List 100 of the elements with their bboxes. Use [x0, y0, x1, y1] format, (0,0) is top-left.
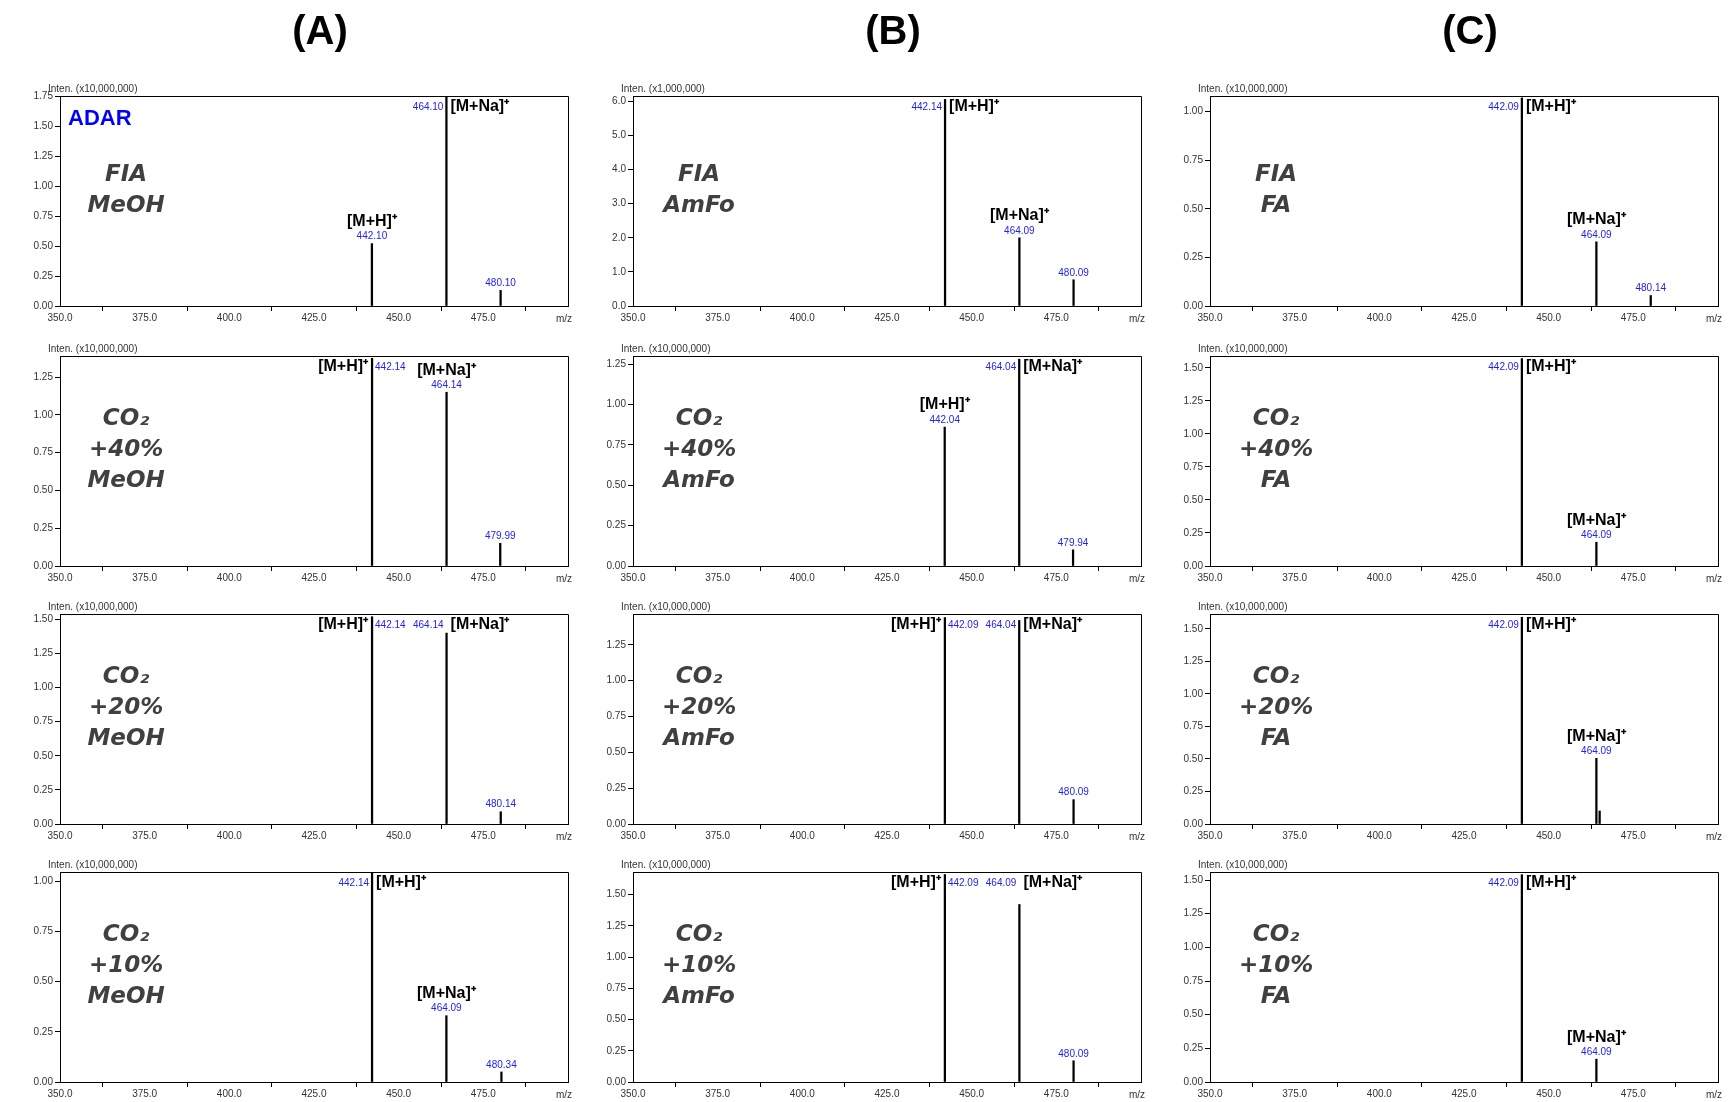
annotation: CO₂ +10% AmFo: [661, 920, 737, 1009]
annotation: [M+Na]⁺: [1566, 510, 1627, 528]
annotation: [M+H]⁺: [1525, 97, 1577, 115]
y-tick-label: 0.75: [606, 982, 627, 993]
y-tick-label: 0.25: [1183, 1042, 1204, 1054]
x-tick-label: 350.0: [1197, 571, 1223, 583]
annotation: CO₂ +20% MeOH: [87, 662, 165, 751]
x-tick-label: 350.0: [620, 571, 646, 583]
x-tick-label: 425.0: [1451, 571, 1477, 583]
annotation: 442.09: [1488, 876, 1520, 888]
y-tick-label: 0.75: [33, 209, 54, 221]
y-tick-label: 0.50: [1183, 1008, 1204, 1020]
y-tick-label: 0.75: [1183, 460, 1204, 472]
y-tick-label: 0.00: [1183, 1075, 1204, 1087]
x-tick-label: 425.0: [301, 571, 327, 583]
y-tick-label: 0.25: [33, 1025, 54, 1037]
y-tick-label: 2.0: [612, 231, 627, 243]
y-tick-label: 1.00: [33, 874, 54, 886]
x-tick-label: 425.0: [1451, 829, 1477, 841]
x-tick-label: 400.0: [1366, 311, 1393, 323]
x-tick-label: 375.0: [705, 311, 731, 323]
y-tick-label: 1.25: [1183, 394, 1204, 406]
x-tick-label: 475.0: [1620, 311, 1647, 323]
x-tick-label: 475.0: [470, 1087, 497, 1099]
x-tick-label: 350.0: [620, 311, 646, 323]
annotation: 464.09: [985, 876, 1017, 888]
y-tick-label: 6.0: [612, 95, 627, 107]
annotation: 464.04: [985, 618, 1017, 630]
y-axis-title: Inten. (x10,000,000): [48, 82, 138, 94]
annotation: 442.09: [947, 876, 979, 888]
x-tick-label: 425.0: [874, 311, 900, 323]
y-tick-label: 4.0: [612, 163, 627, 175]
y-axis-title: Inten. (x10,000,000): [621, 858, 711, 870]
x-tick-label: 425.0: [874, 829, 900, 841]
annotation: 464.10: [412, 100, 444, 112]
y-tick-label: 0.50: [606, 478, 627, 490]
chart-title: (A): [291, 8, 349, 53]
annotation: 464.14: [431, 379, 463, 391]
annotation: 442.14: [911, 100, 943, 112]
y-tick-label: 1.50: [33, 119, 54, 131]
y-tick-label: 1.00: [606, 674, 627, 686]
annotation: [M+H]⁺: [346, 212, 398, 230]
chart-title: (B): [864, 8, 922, 53]
x-axis-title: m/z: [555, 572, 572, 584]
annotation: [M+H]⁺: [890, 873, 942, 891]
x-tick-label: 425.0: [301, 1087, 327, 1099]
y-tick-label: 5.0: [612, 129, 627, 141]
y-axis-title: Inten. (x10,000,000): [1198, 858, 1288, 870]
y-tick-label: 0.25: [606, 519, 627, 531]
x-axis-title: m/z: [1705, 830, 1722, 842]
annotation: 442.09: [947, 618, 979, 630]
x-axis-title: m/z: [1705, 312, 1722, 324]
annotation: [M+Na]⁺: [450, 97, 511, 115]
y-tick-label: 1.0: [612, 265, 627, 277]
y-tick-label: 0.25: [1183, 785, 1204, 797]
annotation: [M+H]⁺: [1525, 873, 1577, 891]
x-tick-label: 475.0: [470, 829, 497, 841]
annotation: CO₂ +10% FA: [1238, 920, 1314, 1009]
y-tick-label: 1.00: [33, 179, 54, 191]
x-tick-label: 375.0: [1282, 311, 1308, 323]
x-tick-label: 450.0: [1536, 311, 1562, 323]
x-tick-label: 350.0: [1197, 1087, 1223, 1099]
annotation: 464.14: [412, 618, 444, 630]
annotation: [M+H]⁺: [890, 615, 942, 633]
x-tick-label: 475.0: [1620, 1087, 1647, 1099]
y-tick-label: 1.25: [1183, 655, 1204, 667]
x-tick-label: 450.0: [386, 311, 412, 323]
y-tick-label: 0.00: [1183, 817, 1204, 829]
y-tick-label: 0.75: [1183, 720, 1204, 732]
y-tick-label: 0.25: [606, 781, 627, 793]
x-tick-label: 450.0: [386, 571, 412, 583]
y-tick-label: 0.25: [1183, 251, 1204, 263]
y-tick-label: 0.50: [33, 239, 54, 251]
x-tick-label: 350.0: [47, 829, 73, 841]
x-tick-label: 400.0: [789, 311, 816, 323]
y-tick-label: 0.50: [33, 484, 54, 496]
x-axis-title: m/z: [555, 830, 572, 842]
x-tick-label: 375.0: [132, 571, 158, 583]
y-tick-label: 0.75: [33, 446, 54, 458]
x-tick-label: 375.0: [705, 829, 731, 841]
y-tick-label: 1.00: [606, 398, 627, 410]
x-tick-label: 425.0: [301, 311, 327, 323]
y-tick-label: 0.00: [33, 559, 54, 571]
x-tick-label: 425.0: [301, 829, 327, 841]
x-tick-label: 450.0: [1536, 1087, 1562, 1099]
x-tick-label: 450.0: [959, 571, 985, 583]
annotation: 479.99: [484, 530, 516, 542]
y-tick-label: 0.25: [33, 521, 54, 533]
y-tick-label: 0.00: [606, 1075, 627, 1087]
x-tick-label: 450.0: [1536, 829, 1562, 841]
y-tick-label: 1.25: [606, 638, 627, 650]
x-tick-label: 350.0: [47, 311, 73, 323]
x-tick-label: 475.0: [1620, 571, 1647, 583]
annotation: [M+Na]⁺: [1023, 357, 1083, 375]
y-tick-label: 0.00: [606, 559, 627, 571]
annotation: [M+Na]⁺: [1023, 615, 1083, 633]
x-tick-label: 400.0: [1366, 571, 1393, 583]
annotation: CO₂ +20% AmFo: [661, 662, 737, 751]
y-axis-title: Inten. (x10,000,000): [1198, 600, 1288, 612]
y-tick-label: 0.50: [33, 975, 54, 987]
